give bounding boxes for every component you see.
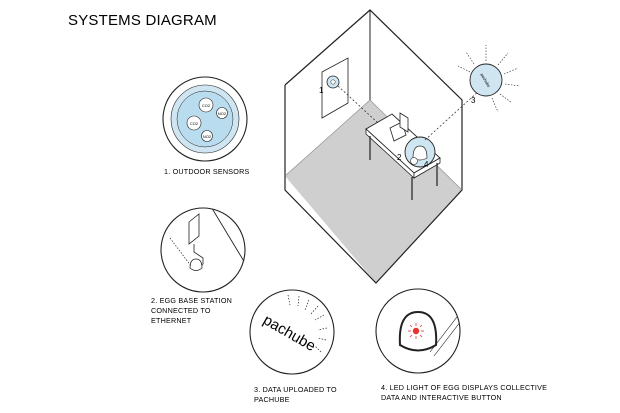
room-illustration: 1 2 4 pachube xyxy=(284,9,521,284)
caption-2-line-3: ETHERNET xyxy=(151,316,192,325)
caption-3-line-1: 3. DATA UPLOADED TO xyxy=(254,385,337,394)
gas-bubble-1 xyxy=(198,97,214,113)
egg-small xyxy=(412,145,428,161)
caption-4-line-1: 4. LED LIGHT OF EGG DISPLAYS COLLECTIVE xyxy=(381,383,547,392)
base-station-frame xyxy=(160,207,246,293)
step-3-pachube: pachube xyxy=(249,289,335,375)
gas-label-1: CO2 xyxy=(202,103,211,108)
gas-label-2: NO2 xyxy=(218,111,227,116)
caption-4-line-2: DATA AND INTERACTIVE BUTTON xyxy=(381,393,502,402)
gas-label-4: NO2 xyxy=(203,134,212,139)
base-station-box xyxy=(188,213,200,245)
led-glow xyxy=(408,323,424,339)
caption-2-line-2: CONNECTED TO xyxy=(151,306,211,315)
room-label-4: 4 xyxy=(424,160,429,169)
caption-1-line-1: 1. OUTDOOR SENSORS xyxy=(164,167,249,176)
room-label-2: 2 xyxy=(397,153,402,162)
gas-bubble-2 xyxy=(216,107,228,119)
wall-edge xyxy=(209,208,245,269)
caption-2-line-1: 2. EGG BASE STATION xyxy=(151,296,232,305)
step-1-outdoor-sensors: CO2 NO2 CO2 NO2 xyxy=(162,76,248,162)
gas-bubble-4 xyxy=(201,130,213,142)
data-path-3 xyxy=(424,89,481,141)
room-label-1: 1 xyxy=(319,86,324,95)
diagram-title: SYSTEMS DIAGRAM xyxy=(68,12,217,29)
step-4-led-egg xyxy=(375,288,461,374)
data-upload-arrows xyxy=(287,294,328,353)
caption-3-line-2: PACHUBE xyxy=(254,395,290,404)
gas-bubble-3 xyxy=(186,115,202,131)
led-light xyxy=(412,327,420,335)
pachube-frame xyxy=(249,289,335,375)
pachube-bubble: pachube xyxy=(457,45,521,113)
step-2-base-station xyxy=(160,207,246,293)
egg-base xyxy=(189,258,203,271)
room-label-3: 3 xyxy=(471,96,476,105)
gas-label-3: CO2 xyxy=(190,121,199,126)
